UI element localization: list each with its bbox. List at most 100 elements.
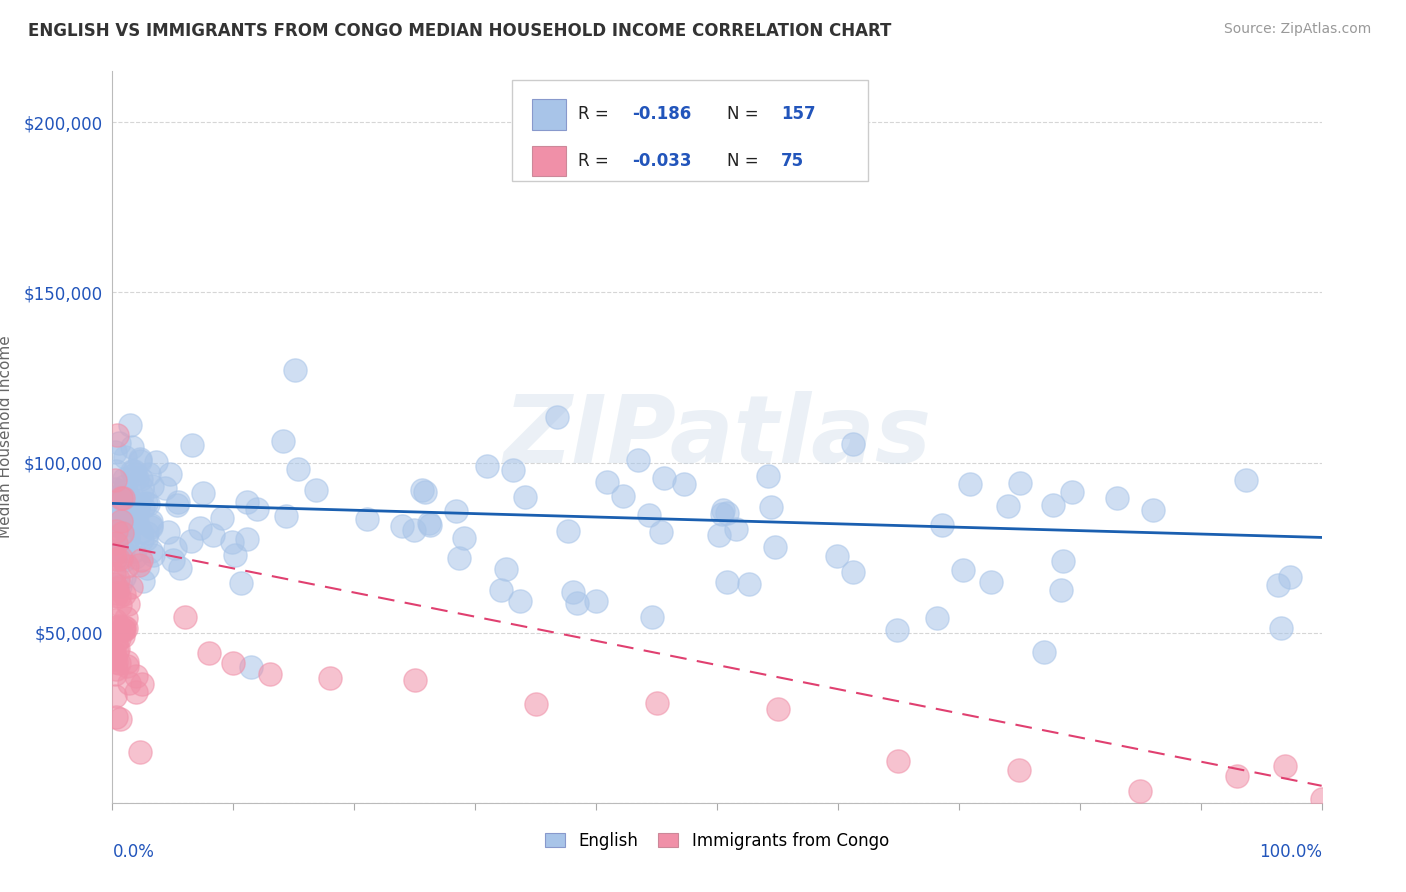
Point xyxy=(980,575,1002,590)
Point xyxy=(235,495,257,509)
Point xyxy=(105,586,128,600)
Point xyxy=(132,500,155,515)
Text: N =: N = xyxy=(727,105,763,123)
Point xyxy=(122,544,145,558)
Point xyxy=(141,543,163,558)
Point xyxy=(120,580,142,594)
Point xyxy=(136,561,159,575)
Point xyxy=(131,574,153,588)
Point xyxy=(131,532,153,546)
Point xyxy=(131,481,153,495)
Point xyxy=(118,492,141,507)
Point xyxy=(125,516,148,530)
Point xyxy=(118,491,141,505)
Point xyxy=(121,464,143,478)
Point xyxy=(1008,764,1031,778)
Point xyxy=(112,629,135,643)
Point xyxy=(763,540,786,554)
Point xyxy=(1042,498,1064,512)
Point xyxy=(650,525,672,540)
Point xyxy=(112,587,135,601)
Point xyxy=(931,517,953,532)
Point xyxy=(125,515,148,529)
Point xyxy=(111,622,134,636)
Point xyxy=(136,525,159,540)
Point xyxy=(167,495,190,509)
Point xyxy=(124,516,146,530)
Text: N =: N = xyxy=(727,152,763,170)
Point xyxy=(180,533,202,548)
Point xyxy=(1049,582,1071,597)
Point xyxy=(128,558,150,572)
Point xyxy=(131,488,153,502)
Point xyxy=(118,500,141,515)
Point xyxy=(131,677,153,691)
Point xyxy=(155,481,177,495)
Point xyxy=(104,524,127,538)
Point xyxy=(710,508,733,522)
Point xyxy=(211,510,233,524)
Point xyxy=(1267,578,1289,592)
Y-axis label: Median Household Income: Median Household Income xyxy=(0,335,13,539)
Point xyxy=(129,553,152,567)
Point xyxy=(174,610,197,624)
Point xyxy=(104,551,127,566)
Point xyxy=(546,409,568,424)
Point xyxy=(259,666,281,681)
Point xyxy=(229,575,252,590)
Point xyxy=(107,501,129,516)
Point xyxy=(222,656,245,670)
Point xyxy=(104,483,127,497)
Point xyxy=(135,495,157,509)
Point xyxy=(125,684,148,698)
Point xyxy=(103,651,125,665)
Point xyxy=(141,518,163,533)
Point xyxy=(110,491,132,505)
Point xyxy=(221,535,243,549)
Point xyxy=(104,473,127,487)
Point xyxy=(274,509,297,524)
Bar xyxy=(531,99,565,129)
Point xyxy=(198,646,221,660)
Point xyxy=(638,508,661,522)
Point xyxy=(129,525,152,540)
Point xyxy=(118,676,141,690)
Point xyxy=(111,484,134,499)
Point xyxy=(114,479,136,493)
Point xyxy=(105,428,128,442)
Point xyxy=(305,483,328,497)
Point xyxy=(110,517,132,532)
Point xyxy=(284,362,307,376)
Point xyxy=(110,550,132,565)
Point xyxy=(118,508,141,522)
Point xyxy=(107,435,129,450)
Point xyxy=(825,549,848,563)
Point xyxy=(1032,645,1054,659)
Point xyxy=(127,502,149,516)
Point xyxy=(502,463,524,477)
Point xyxy=(759,500,782,515)
Point xyxy=(105,709,128,723)
Point xyxy=(596,475,619,489)
Point xyxy=(1142,503,1164,517)
Point xyxy=(1129,784,1152,798)
Text: Source: ZipAtlas.com: Source: ZipAtlas.com xyxy=(1223,22,1371,37)
Point xyxy=(104,543,127,558)
Text: R =: R = xyxy=(578,152,614,170)
Point xyxy=(110,712,132,726)
Point xyxy=(105,636,128,650)
Point xyxy=(756,468,779,483)
Point xyxy=(108,632,131,646)
FancyBboxPatch shape xyxy=(512,80,868,181)
Point xyxy=(444,504,467,518)
Point xyxy=(138,497,160,511)
Point xyxy=(118,517,141,532)
Point xyxy=(118,418,141,433)
Point xyxy=(673,477,696,491)
Point xyxy=(104,463,127,477)
Point xyxy=(513,490,536,504)
Point xyxy=(128,454,150,468)
Point xyxy=(887,754,910,768)
Point xyxy=(128,496,150,510)
Point xyxy=(287,462,309,476)
